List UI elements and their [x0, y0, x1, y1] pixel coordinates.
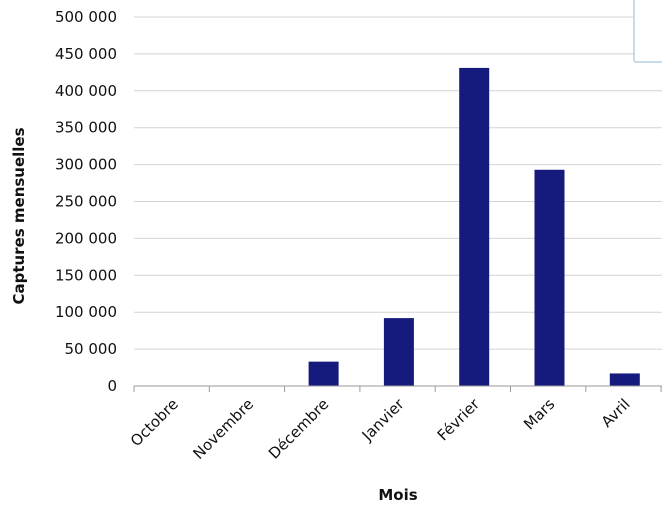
bar-janvier [383, 318, 414, 386]
x-tick-label: Décembre [265, 395, 333, 463]
x-tick-label: Octobre [127, 395, 182, 450]
x-tick-label: Avril [598, 395, 634, 431]
y-tick-label: 350 000 [55, 119, 117, 137]
x-tick-label: Février [434, 395, 484, 445]
y-axis-ticks: 0 50 000 100 000 150 000 200 000 250 000 300 0… [55, 8, 117, 395]
bar-avril [609, 373, 640, 386]
y-tick-label: 250 000 [55, 193, 117, 211]
x-axis-title: Mois [378, 486, 417, 504]
x-tick-label: Novembre [189, 395, 257, 463]
y-tick-label: 500 000 [55, 8, 117, 26]
legend-box [633, 0, 662, 63]
y-tick-label: 100 000 [55, 303, 117, 321]
y-axis-title: Captures mensuelles [10, 127, 28, 304]
bar-mars [534, 169, 565, 386]
y-tick-label: 150 000 [55, 266, 117, 284]
y-tick-label: 0 [107, 377, 117, 395]
bars [308, 67, 640, 386]
x-tick-label: Janvier [358, 395, 408, 445]
x-axis-ticks: Octobre Novembre Décembre Janvier Février Mar… [127, 386, 662, 463]
y-tick-label: 300 000 [55, 156, 117, 174]
bar-février [459, 67, 490, 386]
y-tick-label: 200 000 [55, 229, 117, 247]
y-tick-label: 50 000 [65, 340, 118, 358]
gridlines [134, 16, 662, 350]
y-tick-label: 400 000 [55, 82, 117, 100]
y-tick-label: 450 000 [55, 45, 117, 63]
bar-décembre [308, 361, 339, 386]
x-tick-label: Mars [520, 395, 558, 433]
